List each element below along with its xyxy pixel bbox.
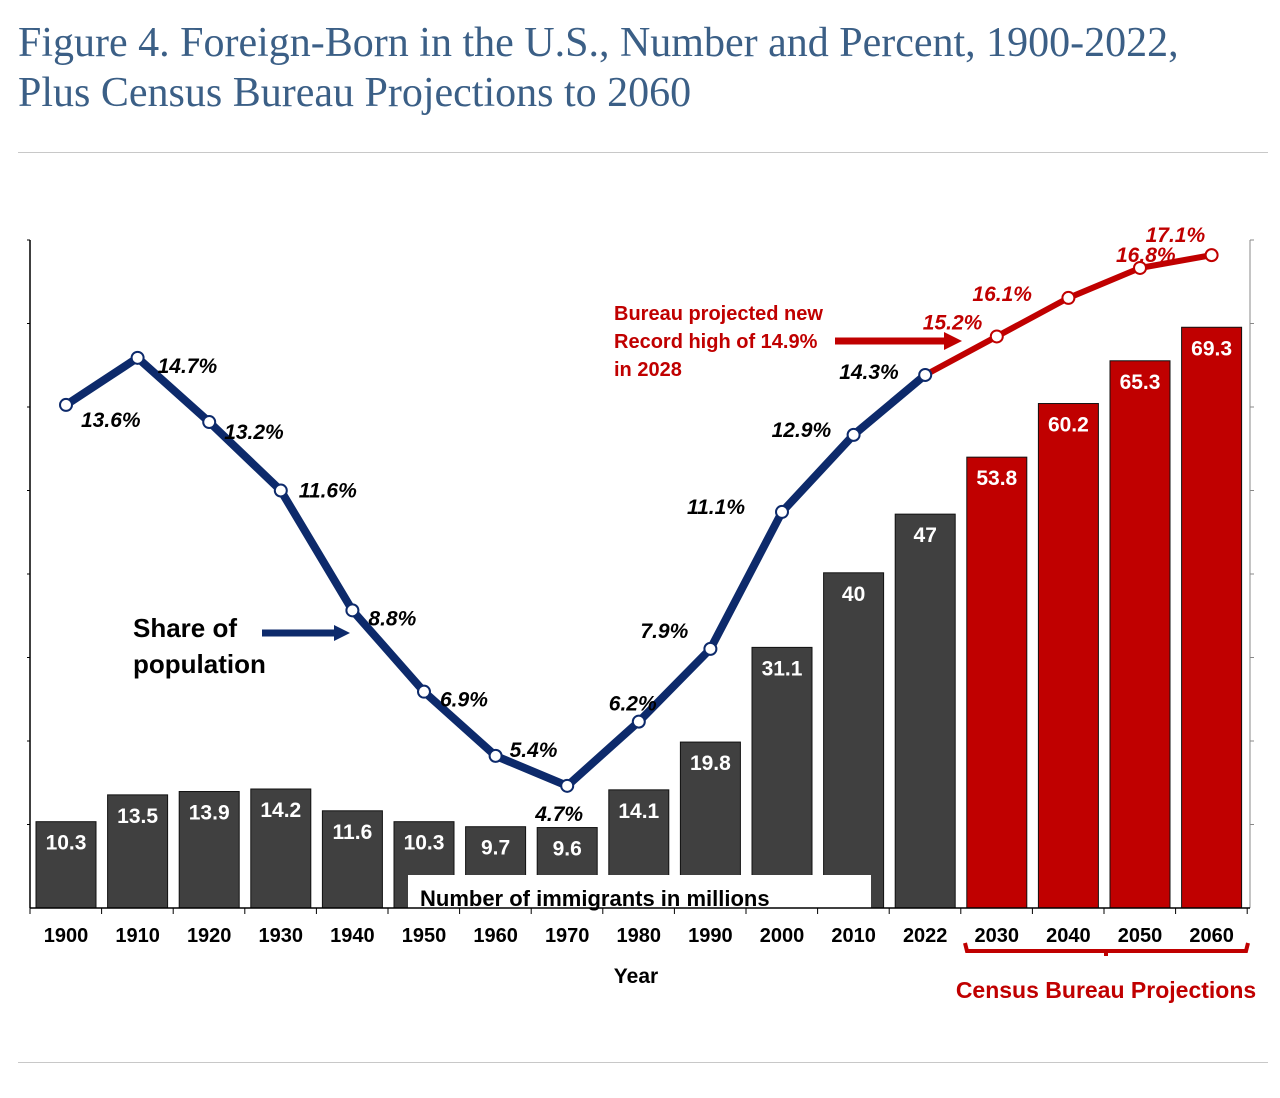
bar-label-2010: 40	[842, 583, 865, 606]
share-label-1970: 4.7%	[534, 803, 583, 826]
bar-2050	[1109, 360, 1171, 909]
share-point-2030	[989, 329, 1004, 344]
share-point-1900	[59, 397, 73, 412]
share-label-1920: 13.2%	[224, 421, 284, 444]
x-axis-title: Year	[614, 965, 658, 988]
x-tick-label-2040: 2040	[1046, 925, 1091, 947]
share-point-1930	[273, 483, 288, 498]
bar-label-1900: 10.3	[46, 832, 87, 855]
x-tick-label-2030: 2030	[975, 925, 1020, 947]
chart-title: Figure 4. Foreign-Born in the U.S., Numb…	[18, 18, 1179, 118]
bar-2022	[894, 513, 956, 909]
x-tick-label-1960: 1960	[473, 925, 518, 947]
bar-1930	[250, 788, 312, 909]
bar-label-2030: 53.8	[976, 467, 1017, 490]
bar-2060	[1181, 326, 1243, 909]
x-tick-label-1990: 1990	[688, 925, 733, 947]
share-label-2060: 17.1%	[1146, 224, 1206, 247]
bar-label-1910: 13.5	[117, 805, 158, 828]
share-point-1920	[202, 415, 217, 430]
share-label-2000: 11.1%	[687, 496, 745, 519]
bars-series-label: Number of immigrants in millions	[420, 886, 770, 911]
share-point-1970	[560, 778, 575, 793]
x-tick-label-1970: 1970	[545, 925, 590, 947]
bar-1940	[321, 810, 383, 909]
share-label-2040: 16.1%	[972, 283, 1032, 306]
share-label-1900: 13.6%	[81, 409, 141, 432]
record-arrow-icon	[944, 332, 962, 350]
share-arrow-icon	[334, 625, 350, 641]
record-note-line-2: Record high of 14.9%	[614, 331, 818, 353]
projections-label: Census Bureau Projections	[956, 977, 1256, 1003]
share-point-1910	[130, 350, 145, 365]
bar-2000	[751, 646, 813, 909]
share-label-1940: 8.8%	[368, 607, 416, 630]
x-tick-label-2050: 2050	[1118, 925, 1163, 947]
share-label-2010: 12.9%	[772, 419, 832, 442]
bar-label-1960: 9.7	[481, 837, 510, 860]
x-tick-label-2022: 2022	[903, 925, 948, 947]
share-label-1930: 11.6%	[299, 480, 357, 503]
bar-label-1980: 14.1	[618, 800, 659, 823]
bar-label-2050: 65.3	[1120, 371, 1161, 394]
x-tick-label-1950: 1950	[402, 925, 447, 947]
share-annotation-line-2: population	[133, 649, 266, 679]
bar-label-1950: 10.3	[404, 832, 445, 855]
bar-2040	[1037, 403, 1099, 909]
bar-2030	[966, 456, 1028, 909]
share-point-1980	[631, 714, 646, 729]
projections-bracket	[963, 942, 1250, 956]
bar-label-1990: 19.8	[690, 752, 731, 775]
share-label-1910: 14.7%	[158, 355, 218, 378]
share-label-2050: 16.8%	[1116, 244, 1176, 267]
x-tick-label-1930: 1930	[259, 925, 304, 947]
bar-label-1970: 9.6	[553, 838, 582, 861]
share-point-2050	[1133, 260, 1147, 275]
bar-label-1930: 14.2	[260, 799, 301, 822]
x-tick-label-1980: 1980	[617, 925, 662, 947]
share-point-2022	[918, 367, 933, 382]
bar-label-2000: 31.1	[762, 657, 803, 680]
share-point-1990	[703, 641, 718, 656]
share-label-2030: 15.2%	[923, 311, 983, 334]
record-note-line-3: in 2028	[614, 359, 682, 381]
x-tick-label-1920: 1920	[187, 925, 232, 947]
bar-1910	[107, 794, 169, 909]
share-label-1960: 5.4%	[510, 739, 558, 762]
bar-label-2040: 60.2	[1048, 414, 1089, 437]
share-point-2010	[846, 427, 861, 442]
share-label-2022: 14.3%	[839, 361, 899, 384]
share-point-1940	[345, 603, 360, 618]
bars-label-box	[408, 875, 871, 909]
share-point-2040	[1061, 290, 1076, 305]
bar-2010	[823, 572, 885, 909]
share-point-2000	[775, 504, 789, 519]
x-tick-label-2060: 2060	[1189, 925, 1234, 947]
bottom-divider	[18, 1062, 1268, 1063]
bar-label-2060: 69.3	[1191, 337, 1232, 360]
share-point-1960	[488, 748, 503, 763]
title-line-1: Figure 4. Foreign-Born in the U.S., Numb…	[18, 20, 1179, 66]
share-point-1950	[417, 684, 431, 699]
x-tick-label-1940: 1940	[330, 925, 375, 947]
x-tick-label-1910: 1910	[115, 925, 160, 947]
bar-1920	[178, 791, 240, 909]
bar-label-1920: 13.9	[189, 802, 230, 825]
share-label-1990: 7.9%	[640, 620, 688, 643]
share-point-2060	[1204, 248, 1219, 263]
bar-label-1940: 11.6	[333, 821, 373, 844]
x-tick-label-1900: 1900	[44, 925, 89, 947]
x-tick-label-2000: 2000	[760, 925, 805, 947]
record-note-line-1: Bureau projected new	[614, 303, 823, 325]
bar-label-2022: 47	[914, 524, 937, 547]
share-label-1950: 6.9%	[440, 689, 488, 712]
share-annotation-line-1: Share of	[133, 613, 237, 643]
x-tick-label-2010: 2010	[831, 925, 876, 947]
share-label-1980: 6.2%	[609, 693, 657, 716]
title-line-2: Plus Census Bureau Projections to 2060	[18, 70, 692, 116]
top-divider	[18, 152, 1268, 153]
